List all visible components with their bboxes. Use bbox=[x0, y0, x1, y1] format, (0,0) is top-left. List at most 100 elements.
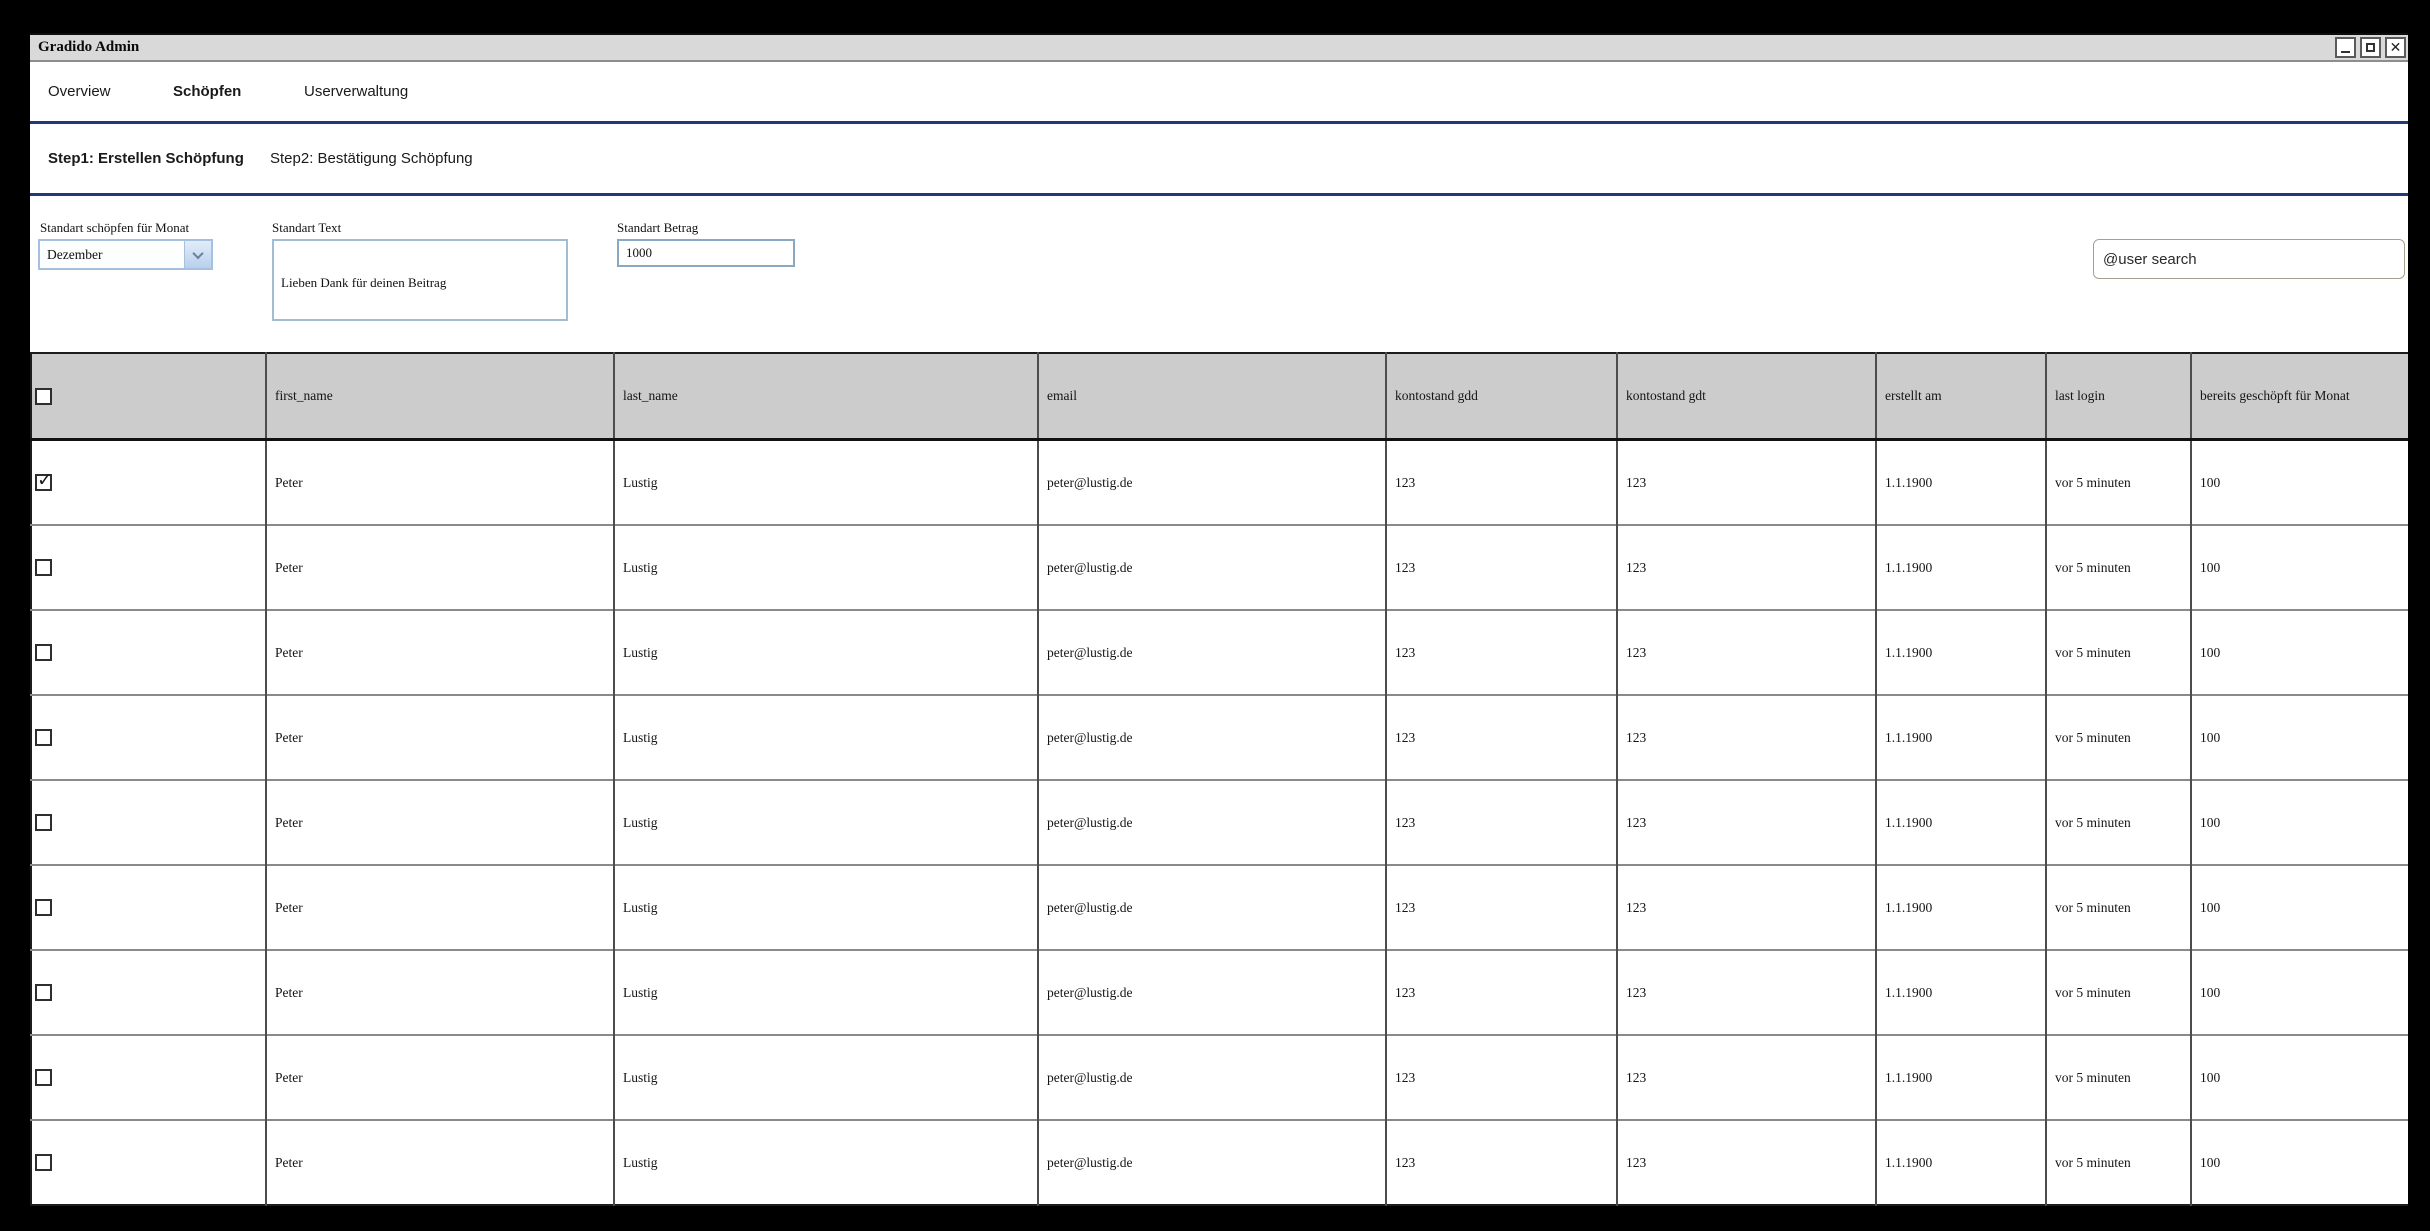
cell-last-name: Lustig bbox=[613, 1119, 1038, 1205]
table-row: Peter Lustig peter@lustig.de 123 123 1.1… bbox=[31, 1119, 2408, 1205]
row-checkbox-cell bbox=[31, 438, 266, 525]
cell-kontostand-gdt: 123 bbox=[1616, 1119, 1876, 1205]
month-select[interactable]: Dezember bbox=[38, 239, 213, 270]
col-last-login: last login bbox=[2045, 353, 2191, 441]
minimize-icon bbox=[2341, 51, 2350, 53]
cell-kontostand-gdd: 123 bbox=[1385, 949, 1617, 1035]
cell-bereits-geschoepft: 100 bbox=[2190, 779, 2408, 865]
cell-first-name: Peter bbox=[265, 1034, 614, 1120]
cell-kontostand-gdd: 123 bbox=[1385, 779, 1617, 865]
row-checkbox[interactable] bbox=[35, 1069, 52, 1087]
col-kontostand-gdd: kontostand gdd bbox=[1385, 353, 1617, 441]
amount-input[interactable] bbox=[617, 239, 795, 267]
cell-bereits-geschoepft: 100 bbox=[2190, 438, 2408, 525]
window-title: Gradido Admin bbox=[38, 39, 140, 55]
cell-last-name: Lustig bbox=[613, 609, 1038, 695]
cell-erstellt-am: 1.1.1900 bbox=[1875, 864, 2046, 950]
cell-last-login: vor 5 minuten bbox=[2045, 864, 2191, 950]
cell-first-name: Peter bbox=[265, 1119, 614, 1205]
select-arrow-box bbox=[184, 241, 211, 268]
tab-overview[interactable]: Overview bbox=[48, 83, 111, 100]
cell-erstellt-am: 1.1.1900 bbox=[1875, 1034, 2046, 1120]
cell-bereits-geschoepft: 100 bbox=[2190, 1034, 2408, 1120]
standard-text-label: Standart Text bbox=[272, 220, 342, 235]
cell-first-name: Peter bbox=[265, 694, 614, 780]
row-checkbox[interactable] bbox=[35, 469, 53, 492]
tab-step2-bestaetigung-schoepfung[interactable]: Step2: Bestätigung Schöpfung bbox=[270, 150, 473, 167]
title-bar: Gradido Admin ✕ bbox=[30, 33, 2408, 62]
row-checkbox[interactable] bbox=[35, 899, 52, 917]
table-row: Peter Lustig peter@lustig.de 123 123 1.1… bbox=[31, 438, 2408, 525]
cell-bereits-geschoepft: 100 bbox=[2190, 864, 2408, 950]
cell-email: peter@lustig.de bbox=[1037, 524, 1386, 610]
table-row: Peter Lustig peter@lustig.de 123 123 1.1… bbox=[31, 779, 2408, 865]
cell-kontostand-gdt: 123 bbox=[1616, 1034, 1876, 1120]
chevron-down-icon bbox=[192, 247, 204, 259]
cell-last-name: Lustig bbox=[613, 438, 1038, 525]
cell-email: peter@lustig.de bbox=[1037, 694, 1386, 780]
cell-erstellt-am: 1.1.1900 bbox=[1875, 694, 2046, 780]
row-checkbox-cell bbox=[31, 864, 266, 950]
cell-last-name: Lustig bbox=[613, 864, 1038, 950]
row-checkbox[interactable] bbox=[35, 644, 52, 662]
minimize-button[interactable] bbox=[2335, 37, 2356, 58]
cell-last-login: vor 5 minuten bbox=[2045, 1119, 2191, 1205]
row-checkbox[interactable] bbox=[35, 1154, 52, 1172]
cell-last-name: Lustig bbox=[613, 949, 1038, 1035]
cell-first-name: Peter bbox=[265, 524, 614, 610]
cell-first-name: Peter bbox=[265, 779, 614, 865]
row-checkbox-cell bbox=[31, 694, 266, 780]
table-header-row: first_name last_name email kontostand gd… bbox=[31, 353, 2408, 441]
table-row: Peter Lustig peter@lustig.de 123 123 1.1… bbox=[31, 1034, 2408, 1120]
cell-kontostand-gdd: 123 bbox=[1385, 1034, 1617, 1120]
cell-email: peter@lustig.de bbox=[1037, 864, 1386, 950]
cell-bereits-geschoepft: 100 bbox=[2190, 694, 2408, 780]
tab-userverwaltung[interactable]: Userverwaltung bbox=[304, 83, 409, 100]
cell-kontostand-gdd: 123 bbox=[1385, 694, 1617, 780]
row-checkbox-cell bbox=[31, 949, 266, 1035]
cell-last-login: vor 5 minuten bbox=[2045, 609, 2191, 695]
col-first-name: first_name bbox=[265, 353, 614, 441]
cell-last-name: Lustig bbox=[613, 524, 1038, 610]
col-kontostand-gdt: kontostand gdt bbox=[1616, 353, 1876, 441]
cell-email: peter@lustig.de bbox=[1037, 1119, 1386, 1205]
cell-last-name: Lustig bbox=[613, 694, 1038, 780]
cell-last-login: vor 5 minuten bbox=[2045, 438, 2191, 525]
cell-bereits-geschoepft: 100 bbox=[2190, 609, 2408, 695]
month-label: Standart schöpfen für Monat bbox=[40, 220, 190, 235]
standard-text-textarea[interactable]: Lieben Dank für deinen Beitrag bbox=[272, 239, 568, 321]
row-checkbox[interactable] bbox=[35, 984, 52, 1002]
tab-schoepfen[interactable]: Schöpfen bbox=[173, 83, 242, 100]
table-row: Peter Lustig peter@lustig.de 123 123 1.1… bbox=[31, 524, 2408, 610]
cell-email: peter@lustig.de bbox=[1037, 1034, 1386, 1120]
cell-first-name: Peter bbox=[265, 949, 614, 1035]
user-search-input[interactable] bbox=[2093, 239, 2405, 279]
main-nav: Overview Schöpfen Userverwaltung bbox=[30, 62, 2408, 124]
row-checkbox[interactable] bbox=[35, 559, 52, 577]
table-row: Peter Lustig peter@lustig.de 123 123 1.1… bbox=[31, 864, 2408, 950]
cell-kontostand-gdt: 123 bbox=[1616, 694, 1876, 780]
row-checkbox-cell bbox=[31, 1119, 266, 1205]
table-row: Peter Lustig peter@lustig.de 123 123 1.1… bbox=[31, 949, 2408, 1035]
cell-last-login: vor 5 minuten bbox=[2045, 779, 2191, 865]
col-last-name: last_name bbox=[613, 353, 1038, 441]
cell-erstellt-am: 1.1.1900 bbox=[1875, 609, 2046, 695]
cell-kontostand-gdt: 123 bbox=[1616, 609, 1876, 695]
select-all-checkbox[interactable] bbox=[35, 387, 52, 405]
cell-first-name: Peter bbox=[265, 864, 614, 950]
row-checkbox[interactable] bbox=[35, 729, 52, 747]
close-button[interactable]: ✕ bbox=[2385, 37, 2406, 58]
app-window: Gradido Admin ✕ Overview Schöpfen Userve… bbox=[30, 33, 2408, 1206]
maximize-button[interactable] bbox=[2360, 37, 2381, 58]
cell-bereits-geschoepft: 100 bbox=[2190, 949, 2408, 1035]
users-table: first_name last_name email kontostand gd… bbox=[30, 352, 2408, 1206]
row-checkbox[interactable] bbox=[35, 814, 52, 832]
cell-email: peter@lustig.de bbox=[1037, 779, 1386, 865]
header-checkbox-cell bbox=[31, 353, 266, 441]
cell-last-login: vor 5 minuten bbox=[2045, 524, 2191, 610]
creation-form: Standart schöpfen für Monat Dezember Sta… bbox=[30, 196, 2408, 352]
tab-step1-erstellen-schoepfung[interactable]: Step1: Erstellen Schöpfung bbox=[48, 150, 244, 167]
cell-first-name: Peter bbox=[265, 609, 614, 695]
cell-erstellt-am: 1.1.1900 bbox=[1875, 524, 2046, 610]
col-email: email bbox=[1037, 353, 1386, 441]
